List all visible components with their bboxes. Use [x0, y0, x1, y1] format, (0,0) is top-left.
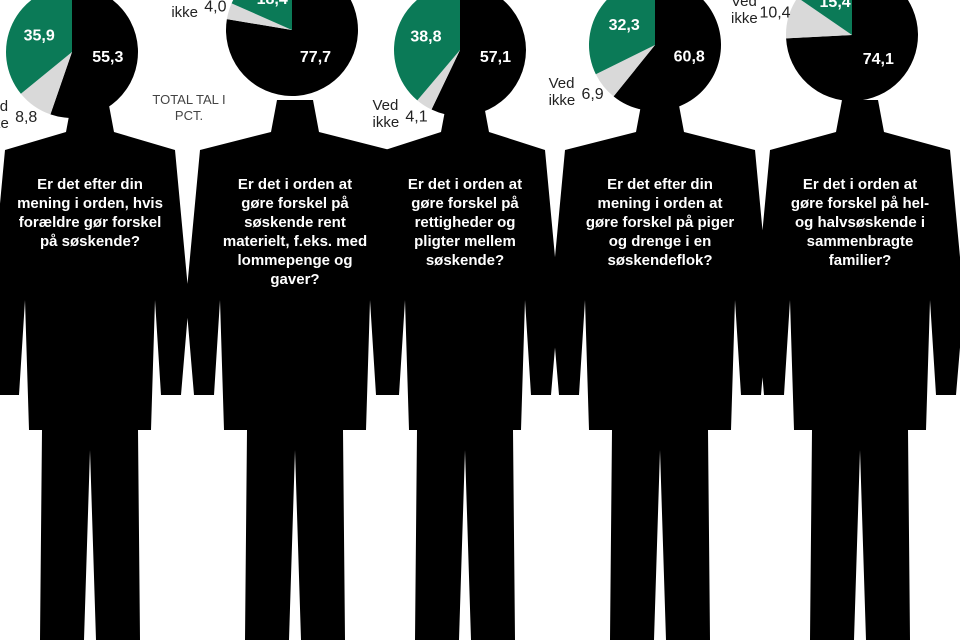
pie-slice: [786, 0, 918, 101]
pie-slice: [20, 52, 72, 115]
question: Er det i orden at gøre forskel på rettig…: [407, 176, 523, 269]
pie-slice: [595, 45, 655, 97]
value-label: 74,1: [863, 51, 894, 68]
value-label: 32,3: [609, 17, 640, 34]
silhouette: [551, 100, 769, 640]
category-label: Ved ikke: [0, 97, 9, 132]
pie-slice: [417, 50, 460, 110]
pie-slice: [589, 0, 655, 75]
category-label: Ved ikke: [731, 0, 758, 28]
pie-slice: [786, 0, 852, 39]
question: Er det efter din mening i orden at gøre …: [585, 176, 735, 269]
value-label: 60,8: [674, 48, 705, 65]
pie-slice: [394, 0, 460, 101]
question: Er det i orden at gøre forskel på søsken…: [222, 176, 368, 288]
category-label: Ved ikke: [171, 0, 199, 22]
category-label: Ved ikke: [372, 97, 400, 132]
silhouette: [186, 100, 404, 640]
pie-slice: [226, 3, 292, 31]
note: TOTAL TAL I PCT.: [152, 92, 226, 123]
pie-slice: [6, 0, 72, 94]
pie-slice: [431, 0, 526, 116]
pie-slice: [613, 0, 721, 111]
pie-slice: [50, 0, 138, 118]
value-label: 4,1: [405, 108, 427, 125]
silhouette: [371, 100, 559, 640]
value-label: 8,8: [15, 109, 37, 126]
value-label: 55,3: [92, 49, 123, 66]
silhouette: [0, 100, 189, 640]
pie-slice: [801, 0, 852, 35]
question: Er det i orden at gøre forskel på hel- o…: [790, 176, 930, 269]
pie-slice: [231, 0, 292, 30]
pie-slice: [226, 0, 358, 96]
value-label: 77,7: [300, 49, 331, 66]
question: Er det efter din mening i orden, hvis fo…: [17, 176, 163, 250]
silhouette: [756, 100, 960, 640]
value-label: 4,0: [204, 0, 226, 15]
value-label: 35,9: [24, 28, 55, 45]
value-label: 10,4: [759, 4, 790, 21]
category-label: Ved ikke: [548, 75, 576, 110]
value-label: 18,4: [257, 0, 288, 8]
value-label: 57,1: [480, 49, 511, 66]
value-label: 38,8: [410, 29, 441, 46]
value-label: 6,9: [581, 86, 603, 103]
value-label: 15,4: [820, 0, 851, 11]
